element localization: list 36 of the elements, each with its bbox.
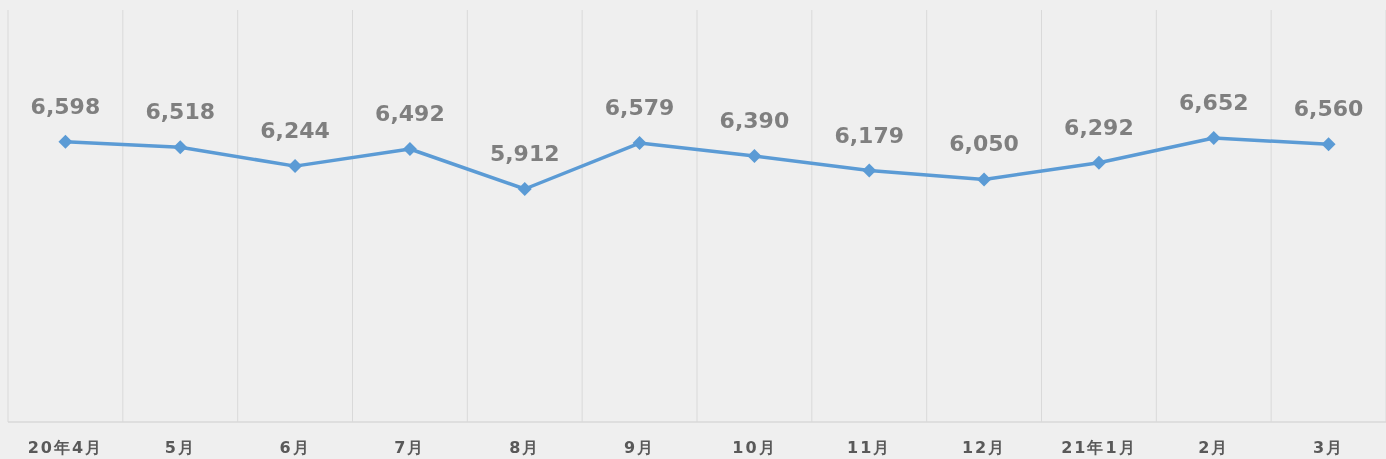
- data-label: 6,492: [375, 101, 445, 127]
- x-tick-label: 7月: [394, 438, 426, 457]
- data-label: 6,050: [949, 131, 1019, 157]
- data-label: 6,518: [145, 99, 216, 125]
- point: [402, 142, 417, 157]
- data-label: 6,390: [719, 108, 790, 134]
- x-tick-label: 3月: [1313, 438, 1345, 457]
- point: [747, 149, 762, 164]
- point: [288, 159, 303, 174]
- data-label: 5,912: [489, 141, 560, 166]
- x-tick-label: 6月: [279, 438, 311, 457]
- data-label: 6,598: [30, 93, 101, 119]
- x-tick-label: 10月: [732, 438, 777, 457]
- x-tick-label: 11月: [847, 438, 892, 457]
- x-tick-label: 2月: [1198, 438, 1230, 457]
- x-tick-label: 12月: [961, 438, 1007, 457]
- point: [1321, 137, 1336, 152]
- point: [1206, 131, 1221, 145]
- x-tick-label: 21年1月: [1061, 438, 1137, 457]
- data-label: 6,652: [1178, 90, 1249, 115]
- point: [862, 163, 877, 178]
- data-label: 6,179: [834, 122, 905, 148]
- x-tick-label: 9月: [624, 438, 656, 457]
- data-label: 6,244: [260, 118, 330, 144]
- data-label: 6,292: [1064, 114, 1134, 140]
- data-label: 6,560: [1293, 96, 1364, 122]
- point: [517, 182, 532, 196]
- point: [1091, 155, 1106, 170]
- x-tick-label: 20年4月: [27, 438, 104, 457]
- point: [173, 140, 188, 155]
- x-tick-label: 8月: [509, 438, 541, 457]
- point: [977, 172, 992, 187]
- point: [632, 136, 647, 151]
- data-label: 6,579: [604, 95, 675, 121]
- x-tick-label: 5月: [164, 438, 196, 457]
- point: [58, 134, 73, 149]
